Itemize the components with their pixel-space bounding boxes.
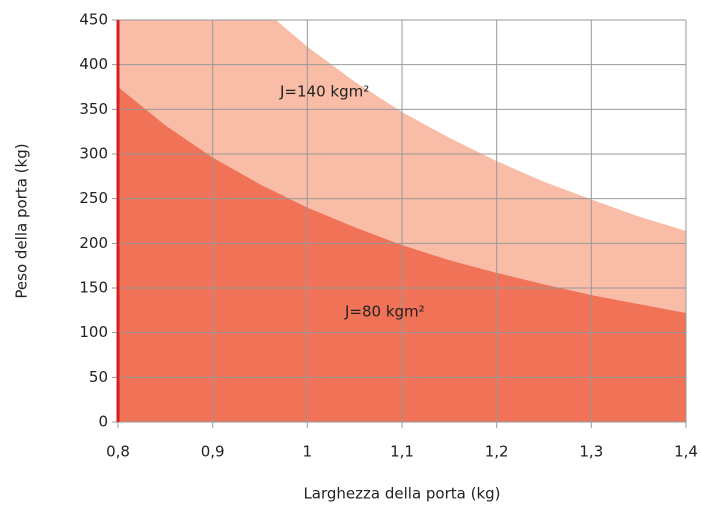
y-tick-label: 100 [79,323,108,341]
x-tick-label: 1,3 [579,443,603,461]
y-tick-label: 150 [79,279,108,297]
y-tick-label: 50 [89,368,108,386]
x-tick-label: 1,4 [674,443,698,461]
x-axis-label: Larghezza della porta (kg) [303,485,500,503]
y-tick-label: 250 [79,189,108,207]
y-tick-label: 400 [79,55,108,73]
x-tick-label: 1 [303,443,313,461]
axes: 0 50 100 150 200 250 300 350 400 450 0,8 0,9 1 1,1 1,2… [79,11,698,461]
annotation: J=140 kgm² [279,83,369,101]
y-tick-label: 200 [79,234,108,252]
annotation: J=80 kgm² [344,303,425,321]
x-tick-label: 0,8 [106,443,130,461]
x-tick-label: 1,1 [390,443,414,461]
y-tick-label: 0 [98,413,108,431]
y-tick-label: 350 [79,100,108,118]
x-tick-label: 0,9 [201,443,225,461]
x-tick-label: 1,2 [485,443,509,461]
y-axis-label: Peso della porta (kg) [13,143,31,298]
y-tick-label: 450 [79,11,108,29]
y-tick-label: 300 [79,145,108,163]
